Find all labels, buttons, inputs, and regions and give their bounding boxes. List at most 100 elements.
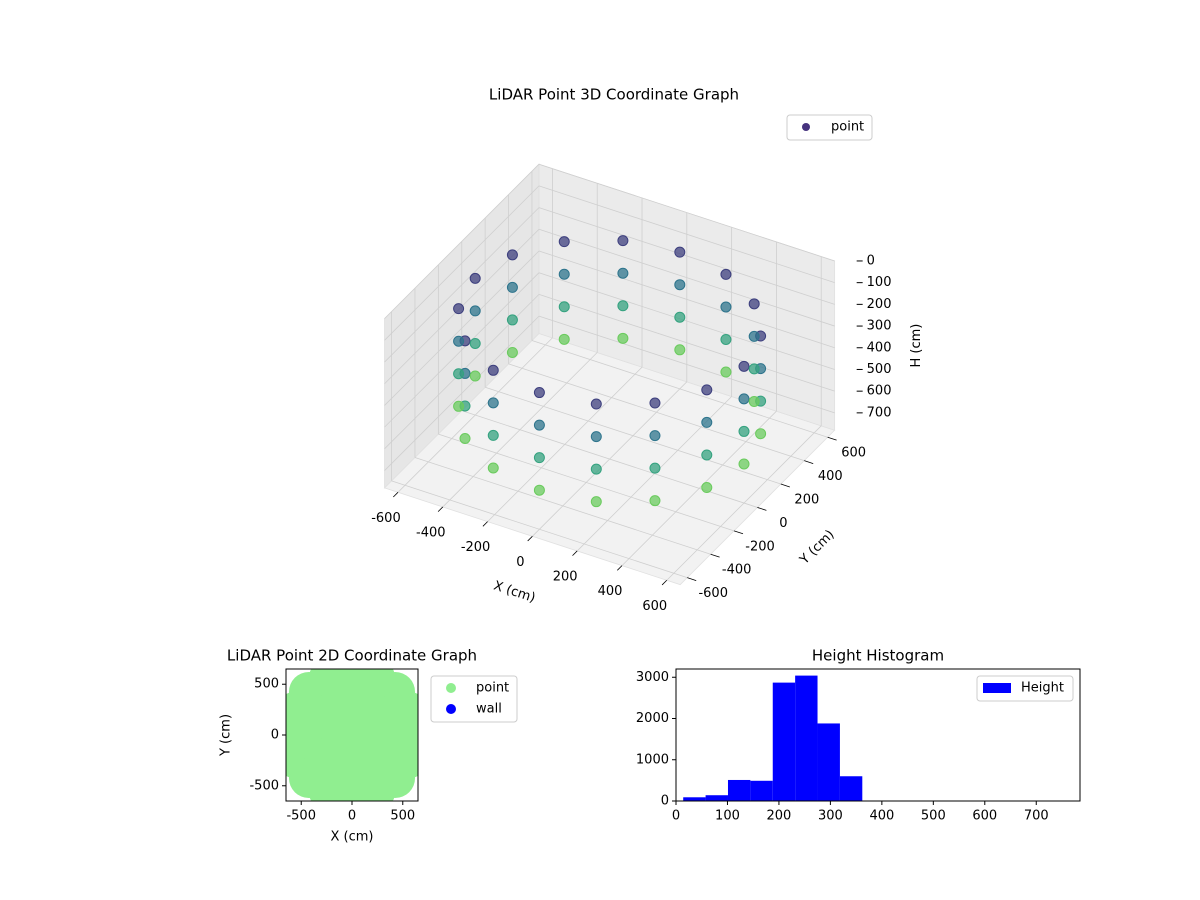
point (469, 272, 481, 284)
axes-frame (675, 668, 1081, 802)
point (617, 300, 629, 312)
point (353, 736, 394, 777)
point (558, 268, 570, 280)
point (533, 484, 545, 496)
point (533, 419, 545, 431)
y-tick-label: -200 (745, 539, 775, 554)
point (558, 236, 570, 248)
point (720, 366, 732, 378)
x-tick-label: 700 (1024, 809, 1049, 824)
grid-line (384, 315, 540, 471)
grid-line (384, 250, 540, 406)
bar (839, 776, 863, 801)
point (720, 333, 732, 345)
point (738, 393, 750, 405)
z-tick-label: 500 (867, 362, 892, 377)
point (506, 249, 518, 261)
point (720, 268, 732, 280)
grid-line (508, 363, 805, 462)
chart-title: Height Histogram (812, 647, 944, 665)
legend-marker (983, 683, 1011, 693)
grid-line (485, 386, 781, 485)
point (748, 395, 760, 407)
y-tick-label: 0 (661, 794, 669, 809)
x-tick-label: 100 (715, 809, 740, 824)
plot-area (286, 669, 418, 801)
y-tick-label: 1000 (636, 752, 669, 767)
x-axis-label: X (cm) (331, 830, 374, 845)
point (755, 428, 767, 440)
x-tick-label: -500 (286, 809, 316, 824)
z-axis-label: H (cm) (909, 324, 924, 368)
bar (683, 797, 706, 801)
point (701, 384, 713, 396)
z-tick-label: 700 (867, 405, 892, 420)
point (487, 462, 499, 474)
legend-label: Height (1021, 681, 1064, 696)
point (310, 693, 351, 734)
point (590, 496, 602, 508)
z-tick-label: 200 (867, 297, 892, 312)
y-tick-label: 0 (779, 516, 787, 531)
tick-mark (617, 565, 623, 571)
x-axis-label: X (cm) (492, 579, 538, 607)
point (748, 298, 760, 310)
grid-line (384, 185, 540, 341)
point (469, 305, 481, 317)
point (674, 279, 686, 291)
y-tick-label: -400 (722, 563, 752, 578)
x-tick-label: 600 (642, 599, 667, 614)
y-tick-label: 0 (271, 728, 279, 743)
point (533, 387, 545, 399)
x-tick-label: -600 (371, 511, 401, 526)
point (353, 693, 394, 734)
chart-title: LiDAR Point 3D Coordinate Graph (489, 86, 739, 104)
point (590, 431, 602, 443)
legend-box (976, 675, 1074, 702)
point (617, 235, 629, 247)
point (674, 344, 686, 356)
point (453, 368, 465, 380)
x-tick-label: 400 (598, 584, 623, 599)
point (558, 301, 570, 313)
y-tick-label: -500 (249, 778, 279, 793)
legend-box (786, 114, 873, 141)
point (738, 458, 750, 470)
x-tick-label: -400 (416, 525, 446, 540)
point (649, 397, 661, 409)
tick-mark (757, 507, 767, 511)
z-tick-label: 400 (867, 340, 892, 355)
legend-marker (446, 683, 456, 693)
legend-label: point (476, 681, 509, 696)
bar (772, 682, 796, 801)
tick-mark (804, 460, 814, 464)
point (649, 495, 661, 507)
grid-line (391, 480, 688, 579)
point (558, 333, 570, 345)
x-tick-label: 500 (390, 809, 415, 824)
point (590, 398, 602, 410)
point (738, 425, 750, 437)
grid-line (538, 315, 835, 414)
y-tick-label: 600 (841, 446, 866, 461)
point (674, 246, 686, 258)
tick-mark (661, 579, 668, 586)
point (748, 330, 760, 342)
point (487, 429, 499, 441)
grid-line (531, 340, 828, 438)
y-tick-label: 3000 (636, 670, 669, 685)
point (617, 332, 629, 344)
legend-marker (802, 123, 810, 131)
z-tick-label: 600 (867, 384, 892, 399)
tick-mark (780, 483, 790, 488)
point (469, 370, 481, 382)
y-tick-label: -600 (698, 586, 728, 601)
x-tick-label: 0 (348, 809, 356, 824)
x-tick-label: 600 (972, 809, 997, 824)
grid-line (438, 433, 735, 532)
y-axis-label: Y (cm) (797, 527, 838, 568)
legend-label: point (831, 120, 864, 135)
chart-title: LiDAR Point 2D Coordinate Graph (227, 647, 477, 665)
point (701, 416, 713, 428)
tick-mark (393, 492, 399, 498)
